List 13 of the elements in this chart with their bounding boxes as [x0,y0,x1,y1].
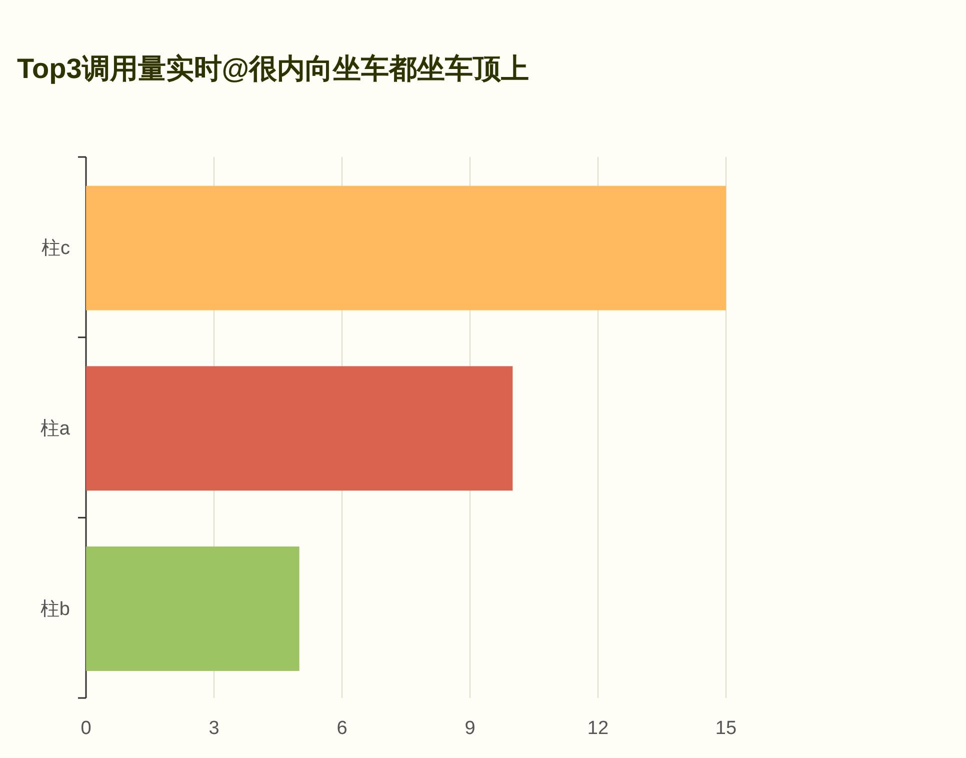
bar [86,546,300,671]
y-tick-label: 柱c [42,238,70,260]
x-tick-label: 6 [336,718,348,739]
bar [86,366,513,491]
x-tick-label: 15 [715,718,737,739]
x-tick-label: 3 [208,718,220,739]
bar [86,186,726,310]
y-tick-label: 柱b [40,598,70,620]
chart-title: Top3调用量实时@很内向坐车都坐车顶上 [17,53,530,84]
x-tick-label: 0 [80,718,92,739]
y-tick-label: 柱a [40,418,70,440]
x-tick-label: 9 [464,718,476,739]
x-tick-label: 12 [587,718,609,739]
